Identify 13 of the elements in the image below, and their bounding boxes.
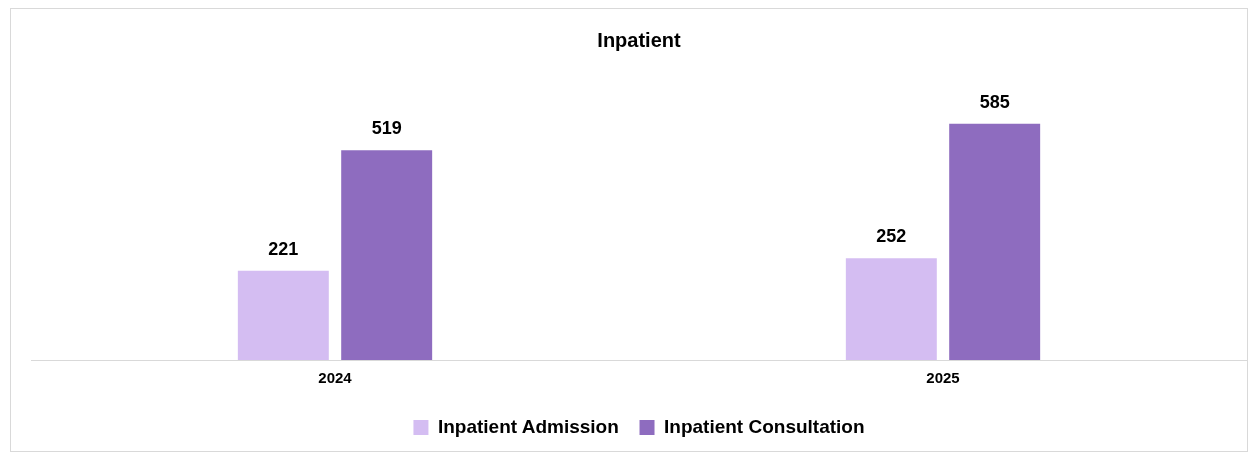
data-label: 585 bbox=[979, 91, 1010, 112]
data-label: 519 bbox=[371, 118, 402, 139]
bar bbox=[237, 270, 329, 360]
data-label: 252 bbox=[876, 226, 907, 247]
bar bbox=[845, 258, 937, 360]
x-tick-label: 2024 bbox=[318, 369, 353, 387]
x-tick-label: 2025 bbox=[926, 369, 960, 387]
legend-label: Inpatient Admission bbox=[437, 415, 619, 437]
bar bbox=[949, 123, 1041, 360]
legend-label: Inpatient Consultation bbox=[664, 415, 865, 437]
data-label: 221 bbox=[268, 238, 299, 259]
chart-title: Inpatient bbox=[597, 28, 681, 51]
bar bbox=[341, 150, 433, 360]
